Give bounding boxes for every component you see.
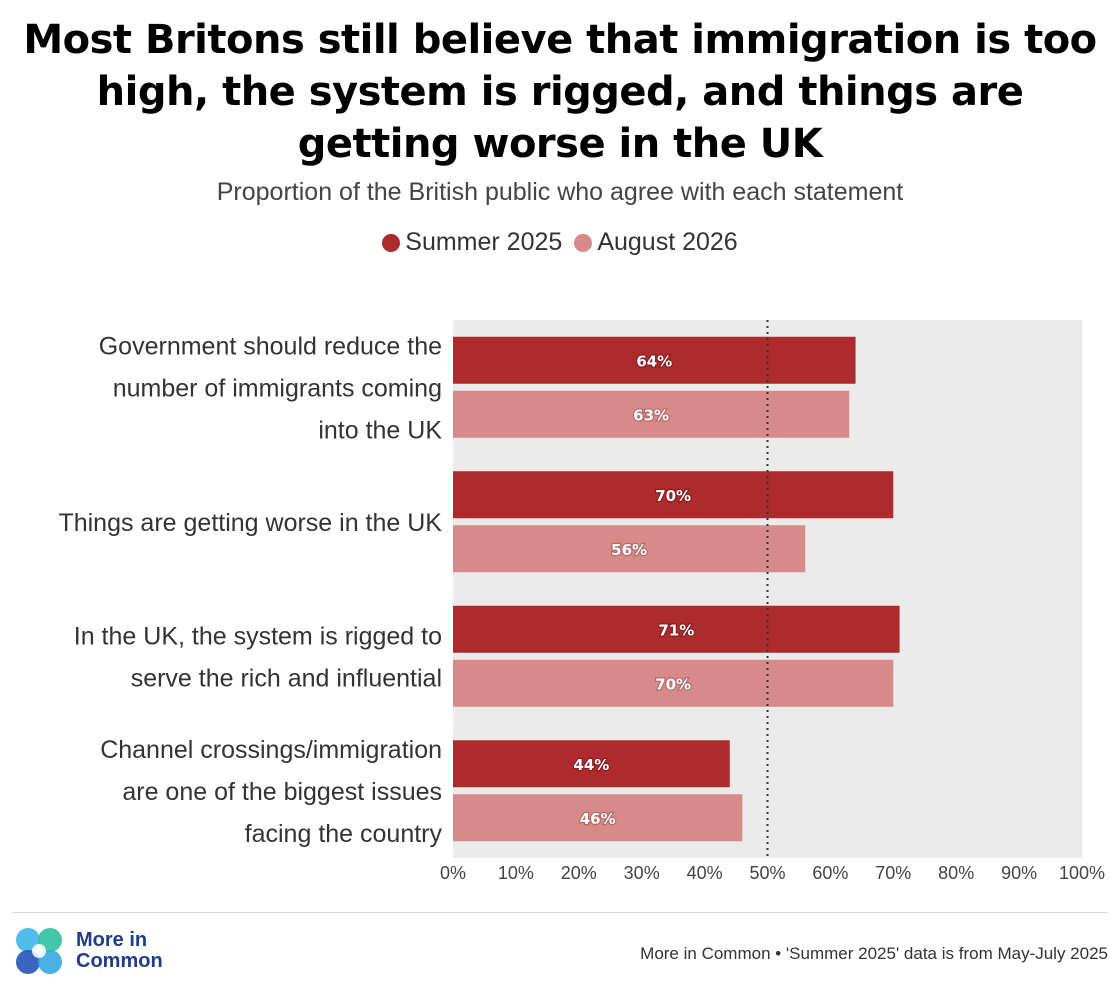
legend-item-summer-2025: Summer 2025	[382, 228, 562, 257]
data-label-summer-2025-3: 44%	[573, 756, 609, 774]
legend-item-august-2026: August 2026	[574, 228, 738, 257]
x-tick-label-0: 0%	[440, 863, 466, 883]
x-tick-label-100: 100%	[1059, 863, 1105, 883]
x-tick-label-50: 50%	[749, 863, 785, 883]
category-label-2-line-1: serve the rich and influential	[131, 664, 442, 692]
category-label-0-line-0: Government should reduce the	[99, 332, 442, 360]
data-label-august-2026-3: 46%	[580, 810, 616, 828]
x-tick-label-90: 90%	[1001, 863, 1037, 883]
data-label-summer-2025-1: 70%	[655, 487, 691, 505]
x-tick-label-10: 10%	[498, 863, 534, 883]
category-label-1-line-0: Things are getting worse in the UK	[58, 509, 442, 537]
data-label-august-2026-2: 70%	[655, 675, 691, 693]
logo-mark-icon	[16, 928, 62, 974]
logo-text-line2: Common	[76, 950, 163, 972]
data-label-summer-2025-2: 71%	[658, 621, 694, 639]
legend-label-august-2026: August 2026	[597, 228, 738, 256]
chart-legend: Summer 2025 August 2026	[0, 228, 1120, 257]
data-label-august-2026-0: 63%	[633, 406, 669, 424]
bar-summer-2025-1	[453, 471, 894, 519]
data-label-summer-2025-0: 64%	[636, 352, 672, 370]
category-label-0-line-2: into the UK	[318, 416, 442, 444]
category-label-2-line-0: In the UK, the system is rigged to	[74, 622, 442, 650]
legend-label-summer-2025: Summer 2025	[405, 228, 563, 256]
x-tick-label-40: 40%	[687, 863, 723, 883]
chart-title: Most Britons still believe that immigrat…	[23, 17, 1097, 167]
bar-summer-2025-2	[453, 605, 900, 653]
x-tick-label-80: 80%	[938, 863, 974, 883]
bar-august-2026-2	[453, 659, 894, 707]
category-label-0-line-1: number of immigrants coming	[113, 374, 442, 402]
x-tick-label-70: 70%	[875, 863, 911, 883]
chart-subtitle: Proportion of the British public who agr…	[216, 178, 904, 206]
x-tick-label-60: 60%	[812, 863, 848, 883]
source-note: More in Common • 'Summer 2025' data is f…	[640, 944, 1108, 963]
legend-swatch-summer-2025	[382, 233, 401, 252]
data-label-august-2026-1: 56%	[611, 541, 647, 559]
legend-swatch-august-2026	[574, 233, 593, 252]
category-label-3-line-2: facing the country	[245, 820, 443, 848]
logo-wordmark: More in Common	[76, 930, 163, 972]
more-in-common-logo: More in Common	[14, 926, 163, 976]
category-label-3-line-1: are one of the biggest issues	[122, 778, 442, 806]
bar-chart: 64% 63% Government should reduce the number…	[58, 320, 1105, 883]
bar-august-2026-0	[453, 390, 850, 438]
bar-august-2026-1	[453, 525, 806, 573]
footer-divider	[12, 912, 1108, 913]
category-label-3-line-0: Channel crossings/immigration	[100, 736, 442, 764]
bar-summer-2025-0	[453, 336, 856, 384]
bar-summer-2025-3	[453, 740, 730, 788]
bar-august-2026-3	[453, 794, 743, 842]
x-tick-label-20: 20%	[561, 863, 597, 883]
logo-text-line1: More in	[76, 929, 148, 951]
x-tick-label-30: 30%	[624, 863, 660, 883]
